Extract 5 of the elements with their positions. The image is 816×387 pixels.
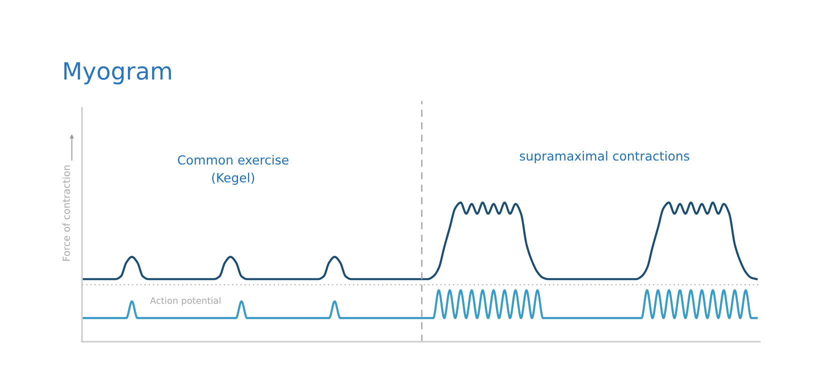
text: Common exercise (Kegel) (178, 154, 288, 185)
text: supramaximal contractions (520, 151, 690, 164)
y-axis-title: Force of contraction (62, 165, 70, 261)
chart-title: Myogram (64, 62, 171, 84)
series-label: Action potential (150, 297, 220, 306)
